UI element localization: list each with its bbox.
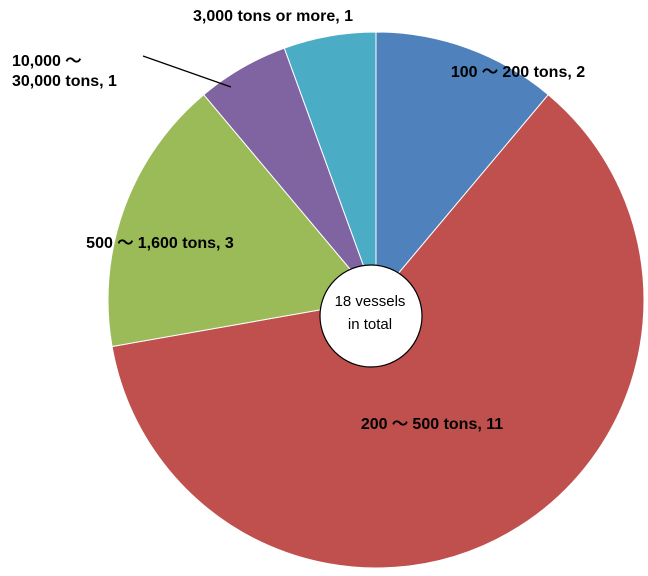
data-label-500-1600: 500 ～ 1,600 tons, 3 [86, 235, 234, 252]
leader-line-10000-30000 [142, 55, 232, 88]
pie-slice-500-1600 [107, 93, 377, 348]
data-label-200-500: 200 ～ 500 tons, 11 [361, 416, 503, 433]
center-circle [319, 264, 423, 368]
data-label-100-200: 100 ～ 200 tons, 2 [451, 64, 585, 81]
pie-slice-100-200 [375, 31, 549, 302]
center-total-label: 18 vessels in total [335, 293, 406, 333]
data-label-10000-30000: 10,000 ～ 30,000 tons, 1 [12, 53, 117, 90]
pie-slice-3000-plus [283, 31, 377, 301]
data-label-3000-plus: 3,000 tons or more, 1 [193, 8, 353, 25]
